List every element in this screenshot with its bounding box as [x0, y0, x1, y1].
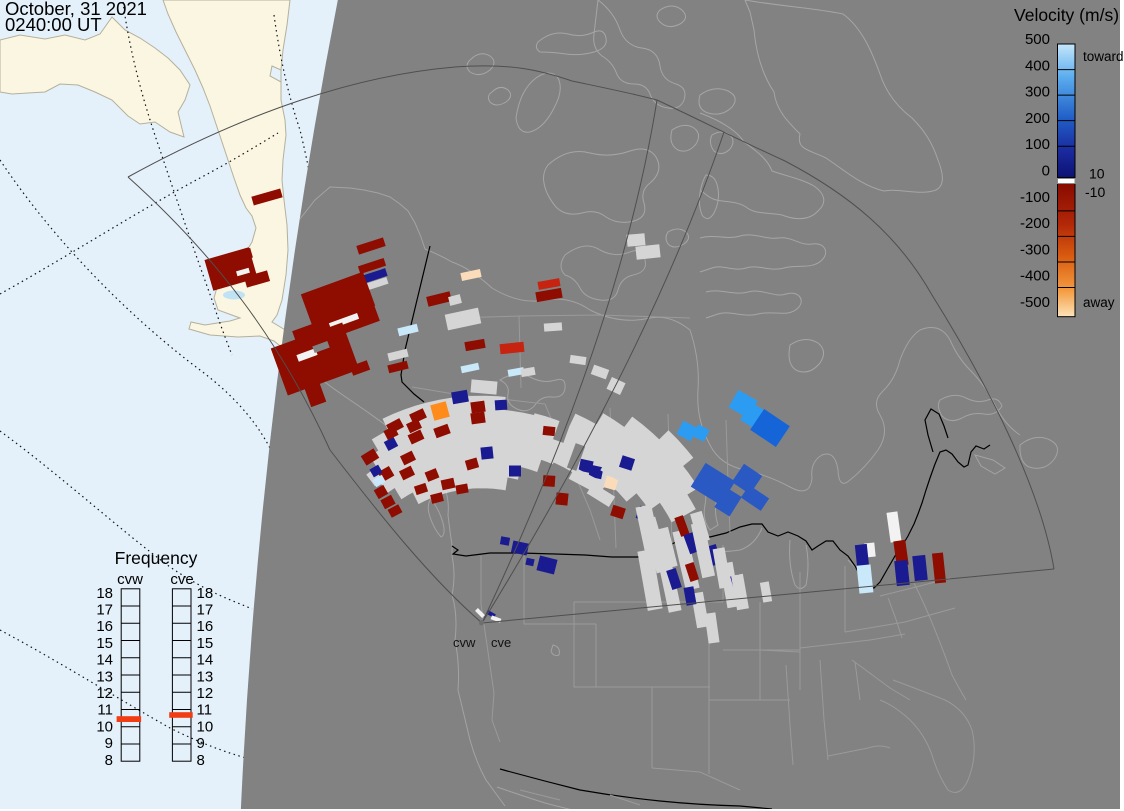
svg-text:Frequency: Frequency: [115, 548, 198, 568]
svg-text:18: 18: [197, 585, 214, 602]
svg-text:9: 9: [105, 735, 113, 752]
svg-text:13: 13: [197, 668, 214, 685]
svg-text:9: 9: [197, 735, 205, 752]
svg-text:toward: toward: [1083, 49, 1124, 64]
svg-text:300: 300: [1025, 84, 1050, 101]
svg-text:10: 10: [96, 718, 113, 735]
svg-text:cve: cve: [491, 635, 511, 650]
svg-text:500: 500: [1025, 31, 1050, 48]
svg-text:17: 17: [96, 602, 113, 619]
svg-text:17: 17: [197, 602, 214, 619]
svg-text:11: 11: [197, 702, 213, 719]
svg-text:200: 200: [1025, 110, 1050, 127]
svg-text:8: 8: [105, 752, 113, 769]
svg-text:8: 8: [197, 752, 205, 769]
svg-text:-10: -10: [1085, 184, 1105, 200]
svg-text:15: 15: [197, 635, 214, 652]
svg-text:-400: -400: [1020, 268, 1050, 285]
svg-text:0240:00 UT: 0240:00 UT: [5, 14, 102, 35]
svg-text:cve: cve: [170, 571, 193, 588]
svg-text:-500: -500: [1020, 294, 1050, 311]
svg-text:10: 10: [1089, 166, 1105, 182]
svg-text:18: 18: [96, 585, 113, 602]
svg-text:12: 12: [96, 685, 113, 702]
svg-text:-300: -300: [1020, 241, 1050, 258]
svg-text:12: 12: [197, 685, 214, 702]
svg-text:14: 14: [96, 652, 113, 669]
svg-text:11: 11: [97, 702, 113, 719]
svg-text:16: 16: [96, 618, 113, 635]
svg-text:10: 10: [197, 718, 214, 735]
svg-text:100: 100: [1025, 136, 1050, 153]
svg-text:-100: -100: [1020, 189, 1050, 206]
svg-text:-200: -200: [1020, 215, 1050, 232]
svg-text:15: 15: [96, 635, 113, 652]
svg-text:October, 31 2021: October, 31 2021: [5, 0, 147, 19]
svg-text:away: away: [1083, 295, 1115, 310]
svg-text:14: 14: [197, 652, 214, 669]
svg-text:cvw: cvw: [117, 571, 143, 588]
svg-text:cvw: cvw: [453, 635, 476, 650]
svg-text:Velocity (m/s): Velocity (m/s): [1014, 5, 1119, 25]
svg-text:16: 16: [197, 618, 214, 635]
svg-text:13: 13: [96, 668, 113, 685]
svg-text:0: 0: [1042, 163, 1050, 180]
svg-text:400: 400: [1025, 57, 1050, 74]
